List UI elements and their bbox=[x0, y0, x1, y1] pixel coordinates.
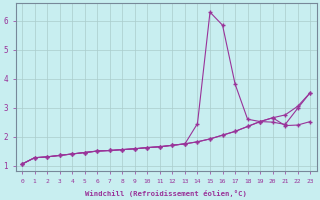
X-axis label: Windchill (Refroidissement éolien,°C): Windchill (Refroidissement éolien,°C) bbox=[85, 190, 247, 197]
